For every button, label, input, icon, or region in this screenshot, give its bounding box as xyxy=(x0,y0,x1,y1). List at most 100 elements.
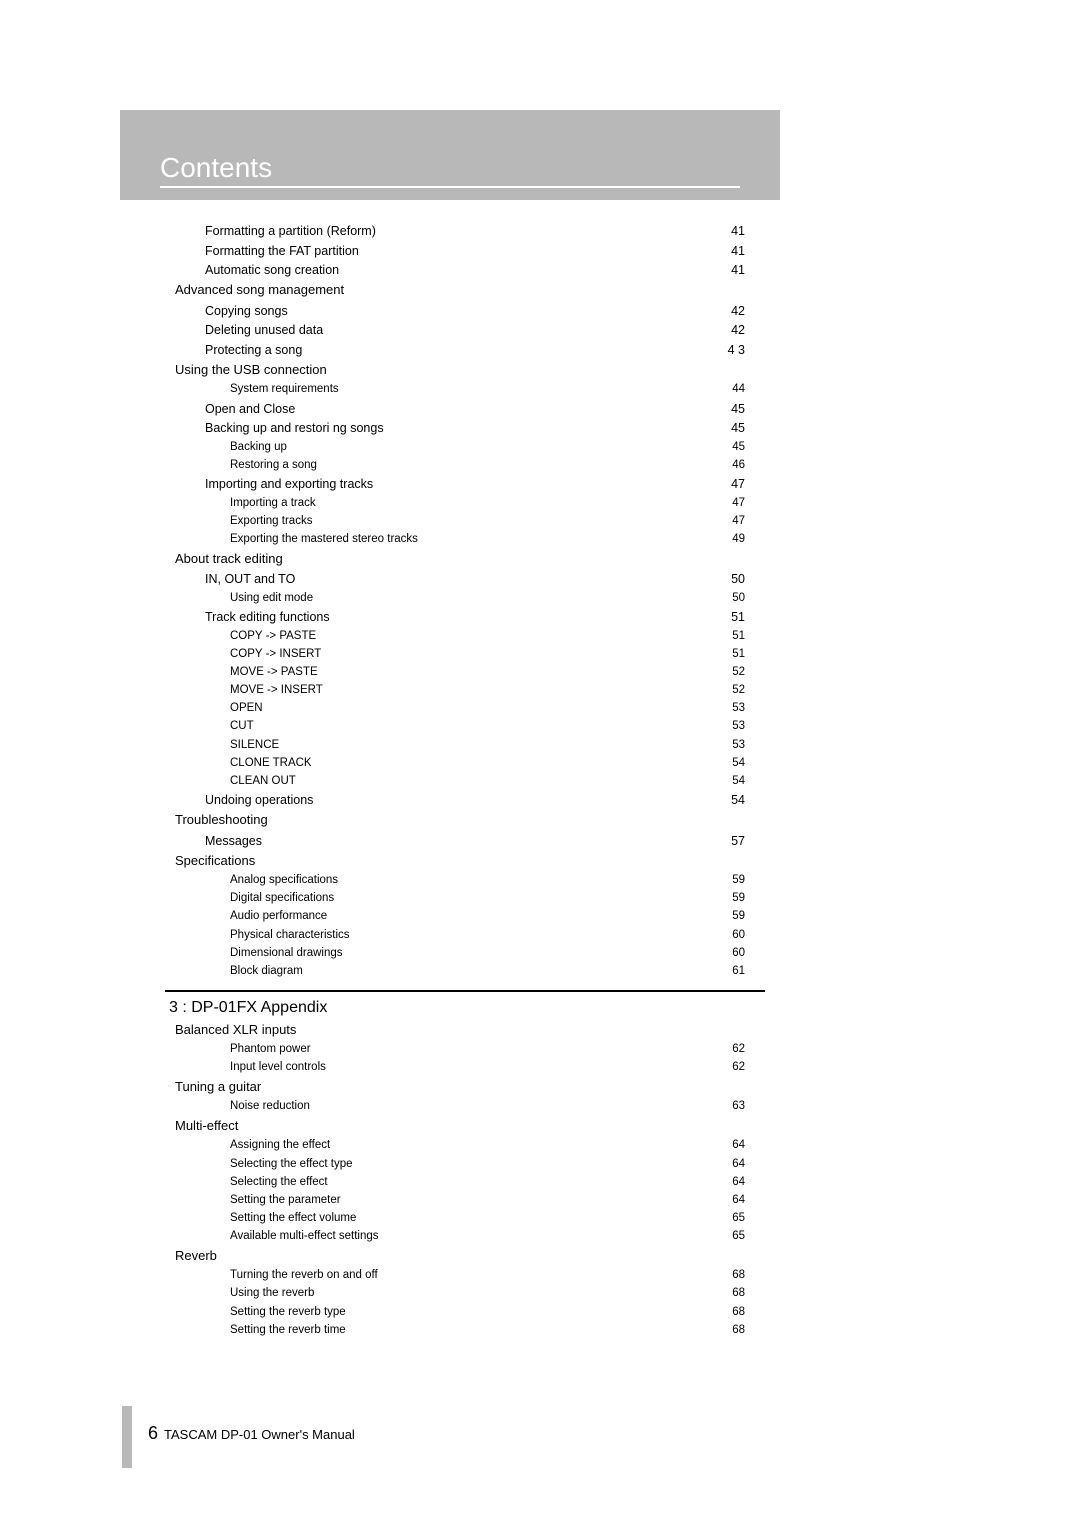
toc-row: Balanced XLR inputs xyxy=(175,1021,745,1040)
toc-row: Using the reverb 68 xyxy=(175,1285,745,1302)
toc-page: 54 xyxy=(731,791,745,809)
table-of-contents: Formatting a partition (Reform)41Formatt… xyxy=(175,222,745,1340)
toc-row: Physical characteristics 60 xyxy=(175,927,745,944)
toc-label: Backing up and restori ng songs xyxy=(205,419,384,437)
toc-page: 59 xyxy=(732,908,745,925)
toc-label: Available multi-effect settings xyxy=(230,1228,379,1245)
toc-label: CLEAN OUT xyxy=(230,773,296,790)
header-band: Contents xyxy=(120,110,780,200)
divider xyxy=(165,990,765,992)
toc-page: 4 3 xyxy=(728,341,745,359)
toc-row: CLONE TRACK54 xyxy=(175,755,745,772)
toc-row: Dimensional drawings 60 xyxy=(175,945,745,962)
toc-row: IN, OUT and TO 50 xyxy=(175,570,745,588)
toc-row: Importing a track47 xyxy=(175,495,745,512)
toc-section-2: Balanced XLR inputsPhantom power62Input … xyxy=(175,1021,745,1339)
toc-label: Using the reverb xyxy=(230,1285,314,1302)
toc-page: 45 xyxy=(732,439,745,456)
toc-row: Analog specifications59 xyxy=(175,872,745,889)
toc-page: 49 xyxy=(732,531,745,548)
toc-page: 47 xyxy=(731,475,745,493)
toc-row: MOVE -> INSERT52 xyxy=(175,682,745,699)
toc-page: 59 xyxy=(732,890,745,907)
toc-page: 64 xyxy=(732,1156,745,1173)
toc-label: Reverb xyxy=(175,1247,217,1266)
toc-row: Backing up and restori ng songs 45 xyxy=(175,419,745,437)
toc-label: Protecting a song xyxy=(205,341,302,359)
footer-text: TASCAM DP-01 Owner's Manual xyxy=(164,1427,355,1442)
toc-row: Block diagram61 xyxy=(175,963,745,980)
toc-page: 41 xyxy=(731,242,745,260)
toc-label: MOVE -> INSERT xyxy=(230,682,323,699)
toc-page: 60 xyxy=(732,945,745,962)
toc-row: Multi-effect xyxy=(175,1117,745,1136)
toc-page: 47 xyxy=(732,495,745,512)
toc-row: CLEAN OUT 54 xyxy=(175,773,745,790)
toc-page: 68 xyxy=(732,1285,745,1302)
toc-label: MOVE -> PASTE xyxy=(230,664,318,681)
toc-row: Digital specifications 59 xyxy=(175,890,745,907)
toc-page: 61 xyxy=(732,963,745,980)
toc-page: 64 xyxy=(732,1137,745,1154)
toc-page: 62 xyxy=(732,1059,745,1076)
toc-row: Exporting tracks47 xyxy=(175,513,745,530)
toc-label: Selecting the effect type xyxy=(230,1156,353,1173)
toc-label: Messages xyxy=(205,832,262,850)
toc-page: 64 xyxy=(732,1192,745,1209)
toc-label: Input level controls xyxy=(230,1059,326,1076)
toc-row: Formatting a partition (Reform)41 xyxy=(175,222,745,240)
toc-row: Setting the parameter64 xyxy=(175,1192,745,1209)
toc-page: 41 xyxy=(731,261,745,279)
toc-row: Available multi-effect settings65 xyxy=(175,1228,745,1245)
toc-label: Dimensional drawings xyxy=(230,945,343,962)
toc-row: Importing and exporting tracks47 xyxy=(175,475,745,493)
toc-label: COPY -> PASTE xyxy=(230,628,316,645)
toc-page: 46 xyxy=(732,457,745,474)
toc-row: Advanced song management xyxy=(175,281,745,300)
toc-row: Input level controls 62 xyxy=(175,1059,745,1076)
toc-page: 59 xyxy=(732,872,745,889)
toc-page: 47 xyxy=(732,513,745,530)
toc-page: 42 xyxy=(731,302,745,320)
toc-row: Audio performance59 xyxy=(175,908,745,925)
toc-row: COPY -> PASTE 51 xyxy=(175,628,745,645)
toc-label: Troubleshooting xyxy=(175,811,268,830)
toc-row: Selecting the effect64 xyxy=(175,1174,745,1191)
toc-label: Specifications xyxy=(175,852,255,871)
toc-label: Track editing functions xyxy=(205,608,330,626)
page-number: 6 xyxy=(148,1423,158,1444)
footer-tab xyxy=(122,1406,132,1468)
toc-page: 51 xyxy=(732,628,745,645)
toc-page: 45 xyxy=(731,419,745,437)
toc-label: Exporting the mastered stereo tracks xyxy=(230,531,418,548)
toc-row: Phantom power62 xyxy=(175,1041,745,1058)
toc-page: 50 xyxy=(731,570,745,588)
toc-row: Automatic song creation 41 xyxy=(175,261,745,279)
toc-row: Exporting the mastered stereo tracks 49 xyxy=(175,531,745,548)
toc-page: 68 xyxy=(732,1304,745,1321)
toc-label: Multi-effect xyxy=(175,1117,238,1136)
toc-label: About track editing xyxy=(175,550,283,569)
toc-row: System requirements44 xyxy=(175,381,745,398)
toc-page: 52 xyxy=(732,664,745,681)
toc-row: Using edit mode50 xyxy=(175,590,745,607)
toc-row: Deleting unused data42 xyxy=(175,321,745,339)
toc-row: Copying songs 42 xyxy=(175,302,745,320)
toc-label: Copying songs xyxy=(205,302,288,320)
toc-page: 54 xyxy=(732,773,745,790)
toc-row: Troubleshooting xyxy=(175,811,745,830)
toc-row: About track editing xyxy=(175,550,745,569)
toc-label: Automatic song creation xyxy=(205,261,339,279)
toc-label: Undoing operations xyxy=(205,791,313,809)
toc-page: 44 xyxy=(732,381,745,398)
toc-label: COPY -> INSERT xyxy=(230,646,321,663)
toc-label: Digital specifications xyxy=(230,890,334,907)
toc-label: IN, OUT and TO xyxy=(205,570,295,588)
toc-row: CUT53 xyxy=(175,718,745,735)
toc-row: Reverb xyxy=(175,1247,745,1266)
toc-page: 60 xyxy=(732,927,745,944)
toc-row: Restoring a song46 xyxy=(175,457,745,474)
toc-label: Turning the reverb on and off xyxy=(230,1267,378,1284)
toc-row: SILENCE53 xyxy=(175,737,745,754)
toc-label: Physical characteristics xyxy=(230,927,350,944)
